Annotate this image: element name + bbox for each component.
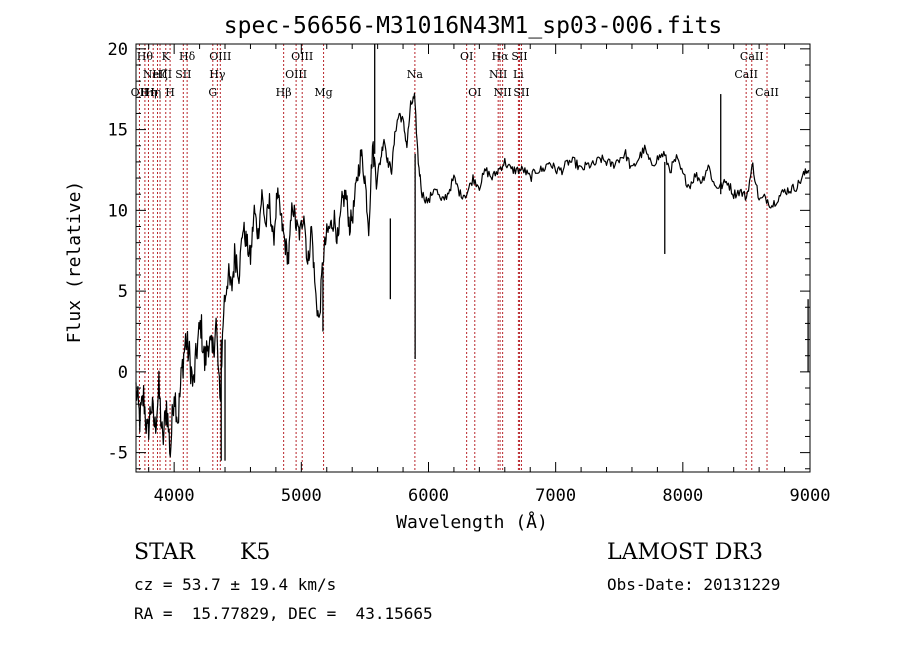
spectral-line-label: SII — [511, 50, 527, 63]
spectral-line-label: NeIII — [143, 68, 172, 81]
x-tick-label: 4000 — [154, 486, 195, 506]
spectral-line-labels: OIIHθHηHηNeIIIHζKHSIIHδGHγOIIIHβOIIIOIII… — [131, 50, 779, 99]
spectral-line-label: SII — [175, 68, 191, 81]
spectral-line-label: OII — [131, 86, 149, 99]
x-tick-label: 9000 — [790, 486, 831, 506]
y-tick-label: 15 — [108, 121, 128, 141]
spectral-line-label: OI — [460, 50, 473, 63]
y-tick-label: 10 — [108, 201, 128, 221]
spectral-line-label: Hζ — [152, 68, 168, 81]
object-class: STAR — [134, 540, 195, 565]
x-tick-label: 6000 — [408, 486, 449, 506]
spectral-line-label: Na — [407, 68, 424, 81]
spectral-line-label: Li — [513, 68, 524, 81]
redshift-velocity: cz = 53.7 ± 19.4 km/s — [134, 575, 337, 594]
y-tick-label: 5 — [118, 282, 128, 302]
spectral-line-label: H — [165, 86, 175, 99]
plot-frame — [135, 43, 811, 473]
survey-name: LAMOST DR3 — [607, 540, 763, 565]
observation-date: Obs-Date: 20131229 — [607, 575, 781, 594]
object-subclass: K5 — [240, 540, 271, 565]
spectral-line-markers — [138, 44, 768, 472]
spectral-line-label: Hθ — [137, 50, 154, 63]
y-axis-label: Flux (relative) — [64, 181, 85, 344]
spectral-line-label: OI — [468, 86, 481, 99]
spectral-line-label: CaII — [755, 86, 779, 99]
y-axis-ticks: -5 0 5 10 15 20 — [108, 40, 810, 470]
spectral-line-label: OIII — [285, 68, 307, 81]
x-tick-label: 7000 — [535, 486, 576, 506]
spectral-line-label: CaII — [740, 50, 764, 63]
chart-title: spec-56656-M31016N43M1_sp03-006.fits — [224, 13, 723, 39]
x-tick-label: 8000 — [662, 486, 703, 506]
spectral-line-label: Hα — [492, 50, 510, 63]
spectrum-line — [135, 92, 810, 458]
spectral-line-label: Hη — [140, 86, 156, 99]
spectral-line-label: K — [162, 50, 171, 63]
x-axis-ticks: 4000 5000 6000 7000 8000 9000 — [148, 44, 831, 506]
spectral-line-label: NII — [493, 86, 511, 99]
spectral-line-label: Hβ — [276, 86, 292, 99]
spectral-line-label: G — [208, 86, 217, 99]
sky-coordinates: RA = 15.77829, DEC = 43.15665 — [134, 604, 433, 623]
y-tick-label: 20 — [108, 40, 128, 60]
spectral-line-label: Mg — [314, 86, 332, 99]
y-tick-label: -5 — [108, 444, 128, 464]
spectral-line-label: Hγ — [209, 68, 226, 81]
x-tick-label: 5000 — [281, 486, 322, 506]
x-axis-label: Wavelength (Å) — [396, 511, 548, 533]
y-tick-label: 0 — [118, 363, 128, 383]
spectral-line-label: OIII — [209, 50, 231, 63]
spectral-line-label: SII — [513, 86, 529, 99]
spectral-line-label: CaII — [734, 68, 758, 81]
spectral-line-label: Hδ — [179, 50, 196, 63]
spectrum-spikes — [220, 44, 809, 461]
spectral-line-label: NII — [489, 68, 507, 81]
spectral-line-label: OIII — [291, 50, 313, 63]
spectral-line-label: Hη — [145, 86, 161, 99]
